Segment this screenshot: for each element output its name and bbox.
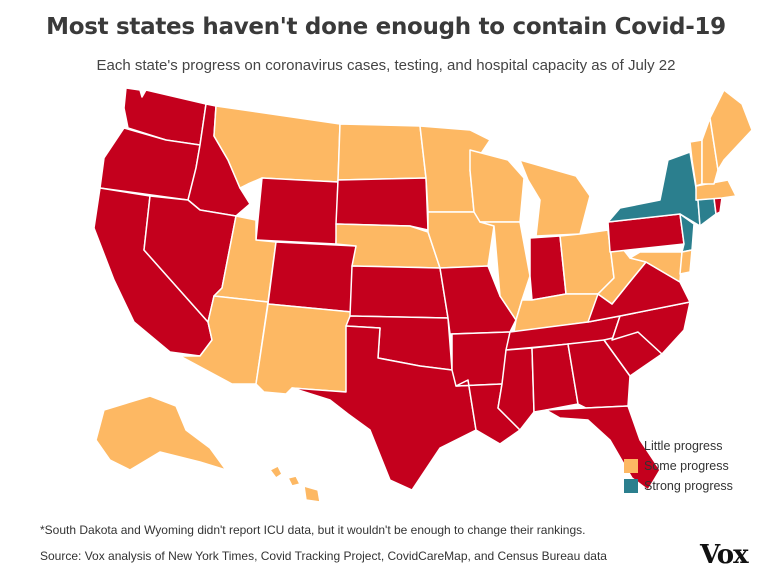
map-title: Most states haven't done enough to conta… [46,14,726,40]
legend-label-strong: Strong progress [644,479,733,493]
legend-item-little: Little progress [624,436,733,456]
legend: Little progress Some progress Strong pro… [624,436,733,496]
state-ct [695,197,717,227]
state-mi [519,159,591,237]
legend-item-strong: Strong progress [624,476,733,496]
vox-logo: Vox [700,540,749,570]
source-note: Source: Vox analysis of New York Times, … [40,549,607,563]
state-mo [439,265,517,335]
state-ma [695,179,737,201]
state-nh [701,117,719,185]
legend-label-some: Some progress [644,459,729,473]
state-al [531,343,579,413]
legend-swatch-some [624,459,638,473]
state-de [679,249,693,275]
state-hi [269,465,321,503]
state-nd [337,123,427,181]
state-co [267,241,357,313]
legend-item-some: Some progress [624,456,733,476]
state-nm [255,303,353,395]
state-ar [451,331,511,387]
state-wi [469,149,525,223]
legend-label-little: Little progress [644,439,723,453]
state-ny [607,151,701,227]
state-wy [255,177,339,245]
state-ri [713,197,723,215]
state-ks [349,265,449,319]
state-vt [689,139,703,187]
footnote: *South Dakota and Wyoming didn't report … [40,523,586,537]
legend-swatch-little [624,439,638,453]
legend-swatch-strong [624,479,638,493]
state-tx [291,325,477,491]
state-oh [559,229,615,295]
state-ak [95,395,227,471]
state-sd [335,177,429,231]
state-me [709,89,753,171]
map-subtitle: Each state's progress on coronavirus cas… [96,57,676,74]
